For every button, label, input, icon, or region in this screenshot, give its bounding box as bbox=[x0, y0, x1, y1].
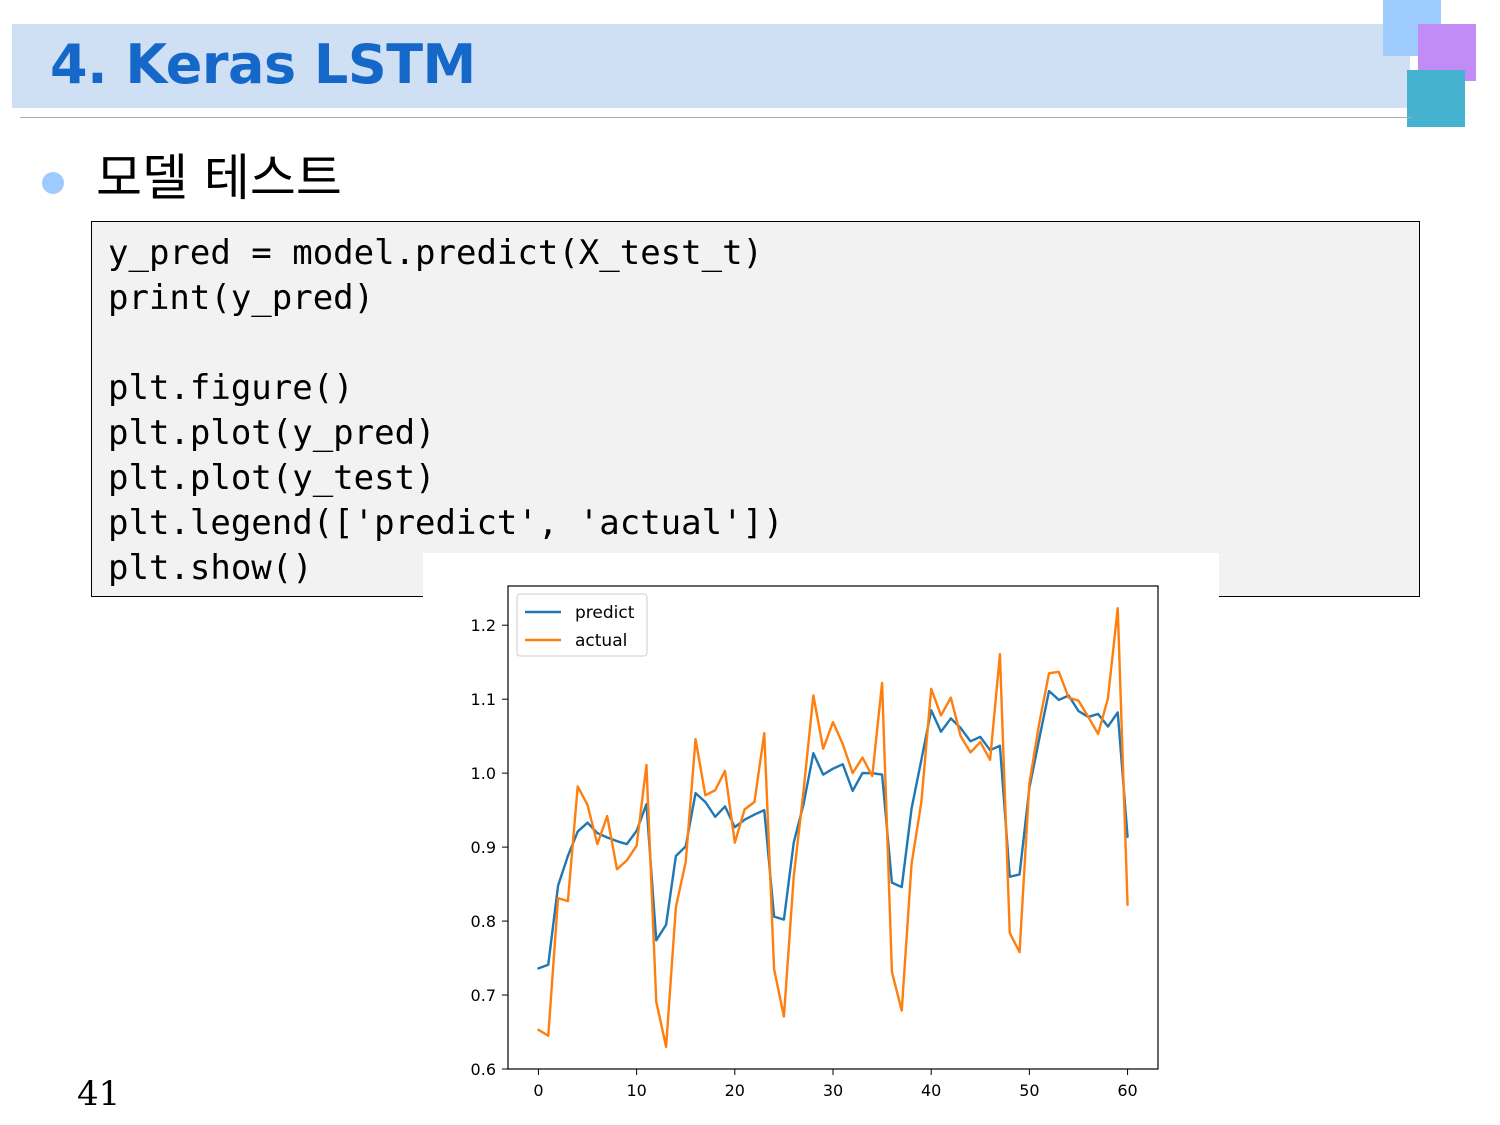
line-chart: 0 10 20 30 40 50 60 0.6 0.7 0.8 0.9 1.0 1.1 1.2 predic… bbox=[471, 585, 1159, 1100]
page-number: 41 bbox=[77, 1074, 121, 1114]
code-line: y_pred = model.predict(X_test_t) bbox=[108, 233, 764, 273]
x-tick-label: 30 bbox=[823, 1081, 843, 1100]
x-tick-label: 20 bbox=[725, 1081, 745, 1100]
y-tick-label: 0.8 bbox=[471, 912, 496, 931]
legend-label-predict: predict bbox=[575, 603, 635, 623]
y-tick-label: 0.6 bbox=[471, 1060, 496, 1079]
x-tick-label: 10 bbox=[626, 1081, 646, 1100]
title-divider bbox=[20, 117, 1412, 118]
code-line: plt.plot(y_test) bbox=[108, 458, 436, 498]
series-line-predict bbox=[537, 689, 1129, 970]
decor-square-teal bbox=[1407, 70, 1465, 127]
y-tick-label: 0.9 bbox=[471, 838, 496, 857]
plot-output: 0 10 20 30 40 50 60 0.6 0.7 0.8 0.9 1.0 1.1 1.2 predic… bbox=[423, 553, 1219, 1108]
series-line-actual bbox=[537, 606, 1129, 1049]
x-tick-label: 40 bbox=[921, 1081, 941, 1100]
x-tick-label: 60 bbox=[1117, 1081, 1137, 1100]
y-tick-label: 0.7 bbox=[471, 986, 496, 1005]
code-block: y_pred = model.predict(X_test_t) print(y… bbox=[91, 221, 1420, 597]
x-tick-label: 50 bbox=[1019, 1081, 1039, 1100]
code-line: plt.show() bbox=[108, 548, 313, 588]
code-line: plt.plot(y_pred) bbox=[108, 413, 436, 453]
code-line: plt.legend(['predict', 'actual']) bbox=[108, 503, 784, 543]
y-tick-label: 1.1 bbox=[471, 690, 496, 709]
code-line: print(y_pred) bbox=[108, 278, 375, 318]
bullet-icon bbox=[42, 172, 64, 194]
slide-title: 4. Keras LSTM bbox=[50, 33, 476, 96]
legend-label-actual: actual bbox=[575, 631, 627, 651]
y-tick-label: 1.2 bbox=[471, 616, 496, 635]
title-bar bbox=[12, 24, 1410, 108]
plot-frame bbox=[507, 585, 1159, 1070]
bullet-text: 모델 테스트 bbox=[96, 149, 342, 207]
y-tick-label: 1.0 bbox=[471, 764, 496, 783]
x-tick-label: 0 bbox=[533, 1081, 543, 1100]
code-line: plt.figure() bbox=[108, 368, 354, 408]
